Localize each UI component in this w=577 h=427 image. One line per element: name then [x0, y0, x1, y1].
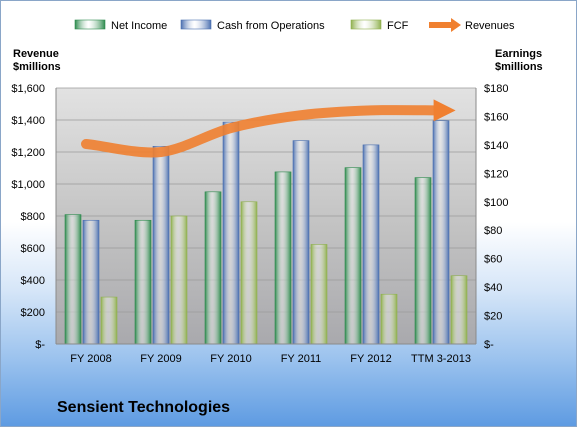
left-tick-label: $1,600	[11, 83, 45, 95]
right-tick-label: $-	[484, 339, 494, 351]
net-income-bar	[64, 214, 82, 345]
fcf-legend-swatch	[350, 19, 382, 30]
net-income-legend-swatch	[74, 19, 106, 30]
right-axis-title: Earnings $millions	[495, 48, 543, 74]
fcf-legend-label: FCF	[387, 20, 409, 32]
left-axis-title-line2: $millions	[13, 61, 61, 73]
right-tick-label: $180	[484, 83, 508, 95]
right-tick-label: $60	[484, 254, 502, 266]
cash-from-operations-bar	[432, 120, 450, 345]
x-tick-label: FY 2010	[210, 353, 251, 365]
left-tick-label: $800	[21, 211, 45, 223]
fcf-bar	[240, 201, 258, 345]
cash-from-operations-bar	[292, 140, 310, 345]
right-axis-title-line1: Earnings	[495, 48, 543, 60]
fcf-bar	[100, 296, 118, 345]
right-axis-title-line2: $millions	[495, 61, 543, 73]
company-name: Sensient Technologies	[57, 399, 231, 416]
left-axis-title: Revenue $millions	[13, 48, 61, 74]
left-tick-label: $1,000	[11, 179, 45, 191]
x-tick-label: FY 2009	[140, 353, 181, 365]
fcf-bar	[170, 215, 188, 345]
x-tick-label: FY 2012	[350, 353, 391, 365]
left-axis-title-line1: Revenue	[13, 48, 59, 60]
cash-from-operations-bar	[222, 121, 240, 345]
revenues-legend-label: Revenues	[465, 20, 515, 32]
cash-from-operations-legend-swatch	[180, 19, 212, 30]
right-tick-label: $120	[484, 168, 508, 180]
right-tick-label: $160	[484, 111, 508, 123]
net-income-bar	[204, 191, 222, 345]
net-income-bar	[134, 219, 152, 345]
fcf-bar	[450, 275, 468, 345]
left-tick-label: $1,200	[11, 147, 45, 159]
net-income-bar	[274, 171, 292, 345]
left-tick-label: $-	[35, 339, 45, 351]
left-tick-label: $200	[21, 307, 45, 319]
left-tick-label: $600	[21, 243, 45, 255]
right-tick-label: $40	[484, 282, 502, 294]
revenues-line	[81, 99, 456, 158]
right-tick-label: $20	[484, 311, 502, 323]
cash-from-operations-bar	[152, 146, 170, 345]
net-income-bar	[344, 167, 362, 345]
fcf-bar	[310, 244, 328, 345]
left-tick-label: $400	[21, 275, 45, 287]
cash-from-operations-bar	[362, 144, 380, 345]
right-tick-label: $100	[484, 197, 508, 209]
x-tick-label: FY 2008	[70, 353, 111, 365]
x-tick-label: TTM 3-2013	[411, 353, 471, 365]
net-income-legend-label: Net Income	[111, 20, 167, 32]
cash-from-operations-legend-label: Cash from Operations	[217, 20, 325, 32]
cash-from-operations-bar	[82, 219, 100, 345]
x-tick-label: FY 2011	[281, 353, 322, 365]
fcf-bar	[380, 293, 398, 345]
left-tick-label: $1,400	[11, 115, 45, 127]
right-tick-label: $140	[484, 140, 508, 152]
net-income-bar	[414, 177, 432, 345]
right-tick-label: $80	[484, 225, 502, 237]
revenues-legend-arrowhead	[451, 18, 461, 32]
